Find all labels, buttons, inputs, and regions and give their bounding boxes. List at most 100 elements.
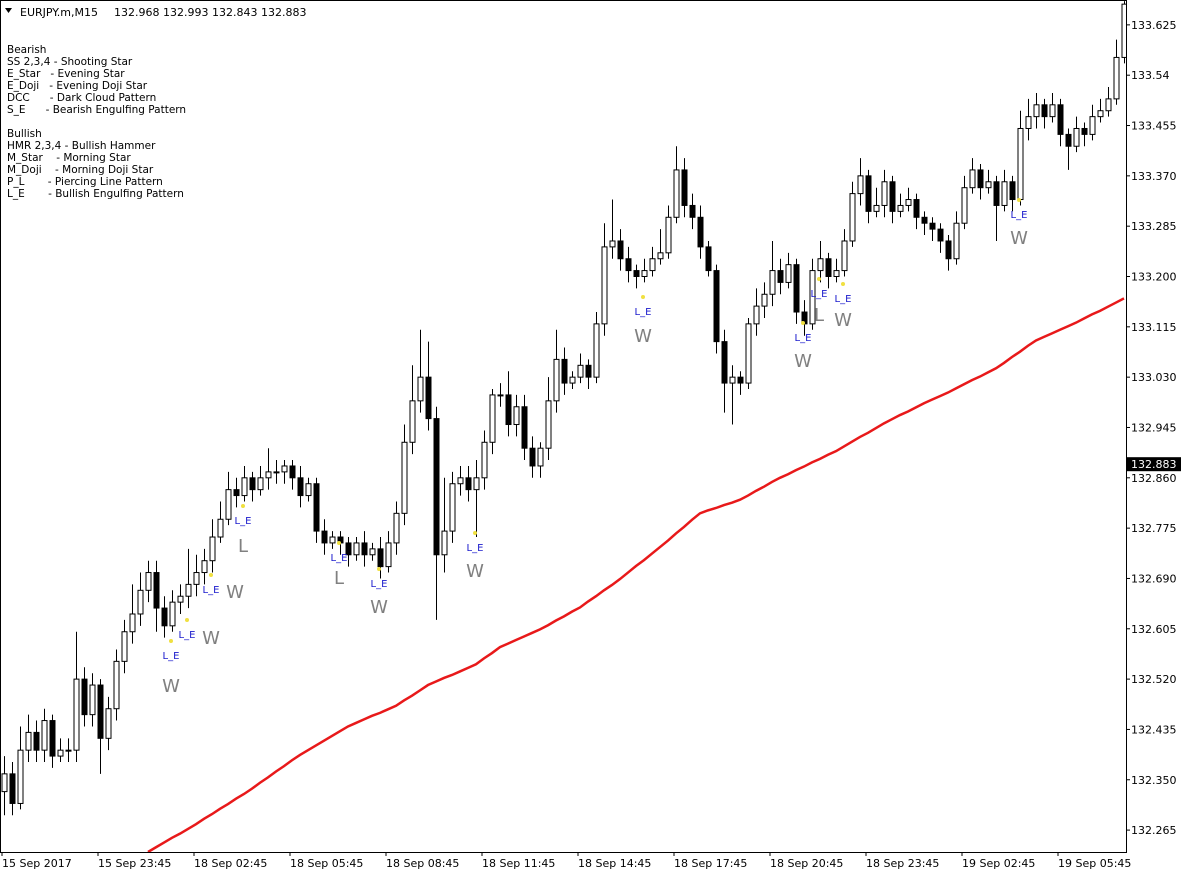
candle-body bbox=[201, 560, 208, 574]
quote: 132.968 132.993 132.843 132.883 bbox=[114, 6, 306, 19]
signal-dot bbox=[209, 573, 213, 577]
candle-body bbox=[913, 199, 920, 218]
legend-item: L_E - Bullish Engulfing Pattern bbox=[7, 188, 184, 200]
pattern-label: L_E bbox=[331, 553, 348, 564]
x-tick-label: 18 Sep 14:45 bbox=[578, 857, 651, 870]
pattern-label: L_E bbox=[811, 289, 828, 300]
signal-label: W bbox=[162, 676, 180, 697]
signal-label: W bbox=[370, 597, 388, 618]
candle-body bbox=[1009, 181, 1016, 201]
candle-body bbox=[569, 376, 576, 384]
candle-body bbox=[977, 169, 984, 189]
candle-body bbox=[449, 483, 456, 532]
candle-body bbox=[769, 270, 776, 295]
price-label: 132.883 bbox=[1131, 458, 1177, 471]
candle-body bbox=[9, 773, 16, 804]
candle-body bbox=[625, 258, 632, 272]
y-tick-label: 133.370 bbox=[1131, 170, 1177, 183]
symbol: EURJPY.m,M15 bbox=[20, 6, 98, 19]
signal-dot bbox=[817, 277, 821, 281]
candle-body bbox=[265, 471, 272, 479]
candle-body bbox=[129, 613, 136, 633]
y-tick-label: 133.455 bbox=[1131, 120, 1177, 133]
candle-body bbox=[961, 187, 968, 224]
legend-item: S_E - Bearish Engulfing Pattern bbox=[7, 104, 186, 116]
x-tick-label: 15 Sep 2017 bbox=[2, 857, 72, 870]
candle-body bbox=[249, 477, 256, 491]
pattern-label: L_E bbox=[795, 333, 812, 344]
candle-body bbox=[273, 471, 280, 474]
candle-body bbox=[393, 512, 400, 544]
pattern-label: L_E bbox=[467, 543, 484, 554]
candle-body bbox=[257, 477, 264, 491]
candle-body bbox=[529, 447, 536, 467]
candle-body bbox=[745, 323, 752, 384]
candle-body bbox=[993, 181, 1000, 206]
candle-body bbox=[473, 477, 480, 491]
signal-label: W bbox=[202, 628, 220, 649]
candle-body bbox=[73, 678, 80, 751]
candle-body bbox=[353, 542, 360, 556]
candle-body bbox=[377, 548, 384, 568]
candle-body bbox=[57, 749, 64, 757]
legend-item: M_Doji - Morning Doji Star bbox=[7, 164, 154, 176]
menu-arrow[interactable] bbox=[5, 8, 12, 13]
candle-body bbox=[929, 222, 936, 230]
candle-body bbox=[41, 720, 48, 751]
signal-dot bbox=[337, 541, 341, 545]
signal-dot bbox=[377, 567, 381, 571]
candle-body bbox=[545, 400, 552, 449]
candle-body bbox=[521, 406, 528, 449]
candle-body bbox=[17, 749, 24, 804]
y-tick-label: 132.435 bbox=[1131, 723, 1177, 736]
y-tick-label: 132.945 bbox=[1131, 421, 1177, 434]
candle-body bbox=[489, 394, 496, 443]
candle-body bbox=[561, 358, 568, 384]
candle-body bbox=[233, 489, 240, 497]
legend-item: HMR 2,3,4 - Bullish Hammer bbox=[7, 140, 156, 152]
x-tick-label: 19 Sep 02:45 bbox=[962, 857, 1035, 870]
candle-body bbox=[593, 323, 600, 378]
candle-body bbox=[1, 773, 8, 793]
candle-body bbox=[105, 708, 112, 739]
candle-body bbox=[705, 246, 712, 272]
candle-body bbox=[681, 169, 688, 206]
y-tick-label: 133.625 bbox=[1131, 19, 1177, 32]
candle-body bbox=[697, 216, 704, 248]
candle-body bbox=[457, 477, 464, 485]
candle-body bbox=[649, 258, 656, 272]
signal-label: W bbox=[1010, 228, 1028, 249]
x-tick-label: 18 Sep 05:45 bbox=[290, 857, 363, 870]
candle-body bbox=[921, 216, 928, 224]
candle-body bbox=[817, 258, 824, 272]
candle-body bbox=[785, 264, 792, 283]
signal-label: W bbox=[634, 326, 652, 347]
candle-body bbox=[97, 684, 104, 739]
candle-body bbox=[153, 572, 160, 609]
candle-body bbox=[433, 418, 440, 556]
legend-item: P_L - Piercing Line Pattern bbox=[7, 176, 163, 188]
candle-body bbox=[217, 518, 224, 538]
candle-body bbox=[1049, 104, 1056, 118]
candle-body bbox=[865, 175, 872, 212]
pattern-label: L_E bbox=[635, 307, 652, 318]
signal-dot bbox=[841, 282, 845, 286]
y-tick-label: 133.115 bbox=[1131, 321, 1177, 334]
candle-body bbox=[113, 660, 120, 710]
candle-body bbox=[857, 175, 864, 195]
candle-body bbox=[953, 222, 960, 260]
candle-body bbox=[665, 216, 672, 254]
legend-item: SS 2,3,4 - Shooting Star bbox=[7, 56, 133, 68]
candle-body bbox=[1081, 127, 1088, 135]
candle-body bbox=[137, 589, 144, 615]
plot-area bbox=[1, 1, 1126, 852]
candle-body bbox=[1097, 110, 1104, 118]
candle-body bbox=[345, 542, 352, 556]
candle-body bbox=[641, 270, 648, 278]
candle-body bbox=[1017, 127, 1024, 201]
candle-body bbox=[409, 400, 416, 443]
candle-body bbox=[321, 530, 328, 544]
candle-body bbox=[1065, 133, 1072, 147]
